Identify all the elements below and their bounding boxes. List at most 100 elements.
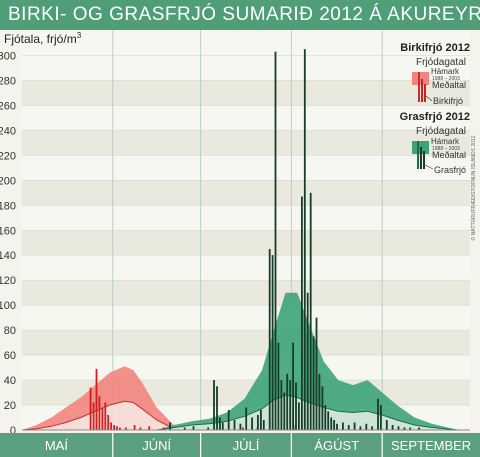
birch-bar <box>104 402 107 430</box>
birch-bar <box>116 426 118 430</box>
grass-bar <box>213 380 215 430</box>
y-tick-label: 260 <box>0 100 16 112</box>
grass-bar <box>397 426 400 430</box>
legend-birch-medaltal: Meðaltal <box>432 80 466 90</box>
birch-bar <box>107 415 110 430</box>
legend-grass-title: Grasfrjó 2012 <box>400 111 470 123</box>
birch-bar <box>139 427 142 430</box>
birch-bar <box>98 396 101 430</box>
grass-bar <box>330 417 333 430</box>
y-tick-label: 200 <box>0 175 16 187</box>
grass-bar <box>371 426 373 430</box>
grass-bar <box>286 373 289 430</box>
grass-bar <box>309 192 312 430</box>
y-tick-label: 160 <box>0 225 16 237</box>
legend-birch-avg-mark <box>418 72 420 102</box>
legend-birch-sub: Frjódagatal <box>416 57 466 68</box>
birch-bar <box>133 425 136 430</box>
month-label: SEPTEMBER <box>391 438 471 453</box>
birch-bar <box>242 427 244 430</box>
grass-bar <box>385 420 388 430</box>
grass-bar <box>315 317 318 430</box>
plot-background <box>22 30 470 431</box>
chart-title: BIRKI- OG GRASFRJÓ SUMARIÐ 2012 Á AKUREY… <box>8 4 480 25</box>
grass-bar <box>321 386 324 430</box>
legend-grass-sub: Frjódagatal <box>416 126 466 137</box>
grass-bar <box>280 380 283 430</box>
legend-grass-medaltal: Meðaltal <box>432 150 466 160</box>
grass-bar <box>283 392 286 430</box>
birch-bar <box>89 387 92 430</box>
grass-bar <box>353 422 356 430</box>
y-tick-label: 180 <box>0 200 16 212</box>
grass-bar <box>183 427 186 430</box>
y-tick-label: 120 <box>0 275 16 287</box>
birch-bar <box>124 427 127 430</box>
grass-bar <box>391 425 394 430</box>
y-tick-label: 20 <box>4 400 16 412</box>
grass-bar <box>377 398 379 430</box>
grid-stripe <box>22 80 470 106</box>
legend-grass-label: Grasfrjó <box>434 165 466 175</box>
y-axis-label: Fjótala, frjó/m3 <box>4 31 82 46</box>
birch-bar <box>113 425 115 430</box>
grass-bar <box>318 373 321 430</box>
month-bar: MAÍ JÚNÍ JÚLÍ ÁGÚST SEPTEMBER <box>0 433 480 457</box>
birch-bar <box>148 426 151 430</box>
legend-birch-leader <box>425 95 433 102</box>
y-tick-label: 220 <box>0 150 16 162</box>
legend-birch-years: 1988 – 2003 <box>432 76 460 82</box>
birch-bar <box>92 402 95 430</box>
grass-bar <box>289 380 292 430</box>
legend-birch-swatch <box>412 72 429 85</box>
y-tick-label: 60 <box>4 350 16 362</box>
grass-bar <box>277 342 280 430</box>
grass-bar <box>342 422 344 430</box>
legend-grass-bar-2 <box>423 151 425 169</box>
birch-bar <box>162 427 165 430</box>
grass-bar <box>271 255 274 430</box>
grass-bar <box>221 422 224 430</box>
grid-stripe <box>22 280 470 306</box>
title-bar: BIRKI- OG GRASFRJÓ SUMARIÐ 2012 Á AKUREY… <box>0 0 480 30</box>
band-medaltal-line <box>21 400 181 431</box>
month-bar-bg <box>0 433 480 457</box>
y-tick-label: 140 <box>0 250 16 262</box>
y-tick-label: 40 <box>4 375 16 387</box>
grass-bar <box>295 382 297 430</box>
birch-bar <box>95 368 98 430</box>
legend-grass-leader <box>424 164 434 170</box>
daily-bars <box>89 49 420 430</box>
legend: Birkifrjó 2012 Frjódagatal Hámark 1988 –… <box>400 42 470 175</box>
grass-bar <box>268 249 271 430</box>
grass-bar <box>192 426 195 430</box>
grass-bar <box>257 415 259 430</box>
grass-bar <box>245 407 248 430</box>
grass-bar <box>301 196 303 430</box>
y-tick-label: 80 <box>4 325 16 337</box>
grid-stripe <box>22 230 470 256</box>
grass-bar <box>227 410 230 430</box>
birch-bar <box>101 407 104 430</box>
grass-bar <box>380 405 382 430</box>
grass-bar <box>219 417 221 430</box>
grass-bar <box>403 427 406 430</box>
credit: © NÁTTÚRUFRÆÐISTOFNUN ÍSLANDS 2012 <box>470 135 477 240</box>
grass-bar <box>303 49 306 430</box>
grass-bar <box>292 342 294 430</box>
grass-bar <box>324 405 327 430</box>
y-tick-label: 300 <box>0 50 16 62</box>
grass-bar <box>359 426 362 430</box>
grass-bar <box>347 425 350 430</box>
legend-birch-bar-2 <box>424 84 426 102</box>
band-medaltal-gap <box>22 401 181 430</box>
grass-bar <box>169 422 171 430</box>
grass-bar <box>274 51 277 430</box>
grass-bar <box>260 410 262 430</box>
grass-bar <box>262 420 265 430</box>
legend-birch-title: Birkifrjó 2012 <box>400 42 470 54</box>
grass-bar <box>306 292 309 430</box>
legend-grass-hamark: Hámark <box>431 137 460 146</box>
